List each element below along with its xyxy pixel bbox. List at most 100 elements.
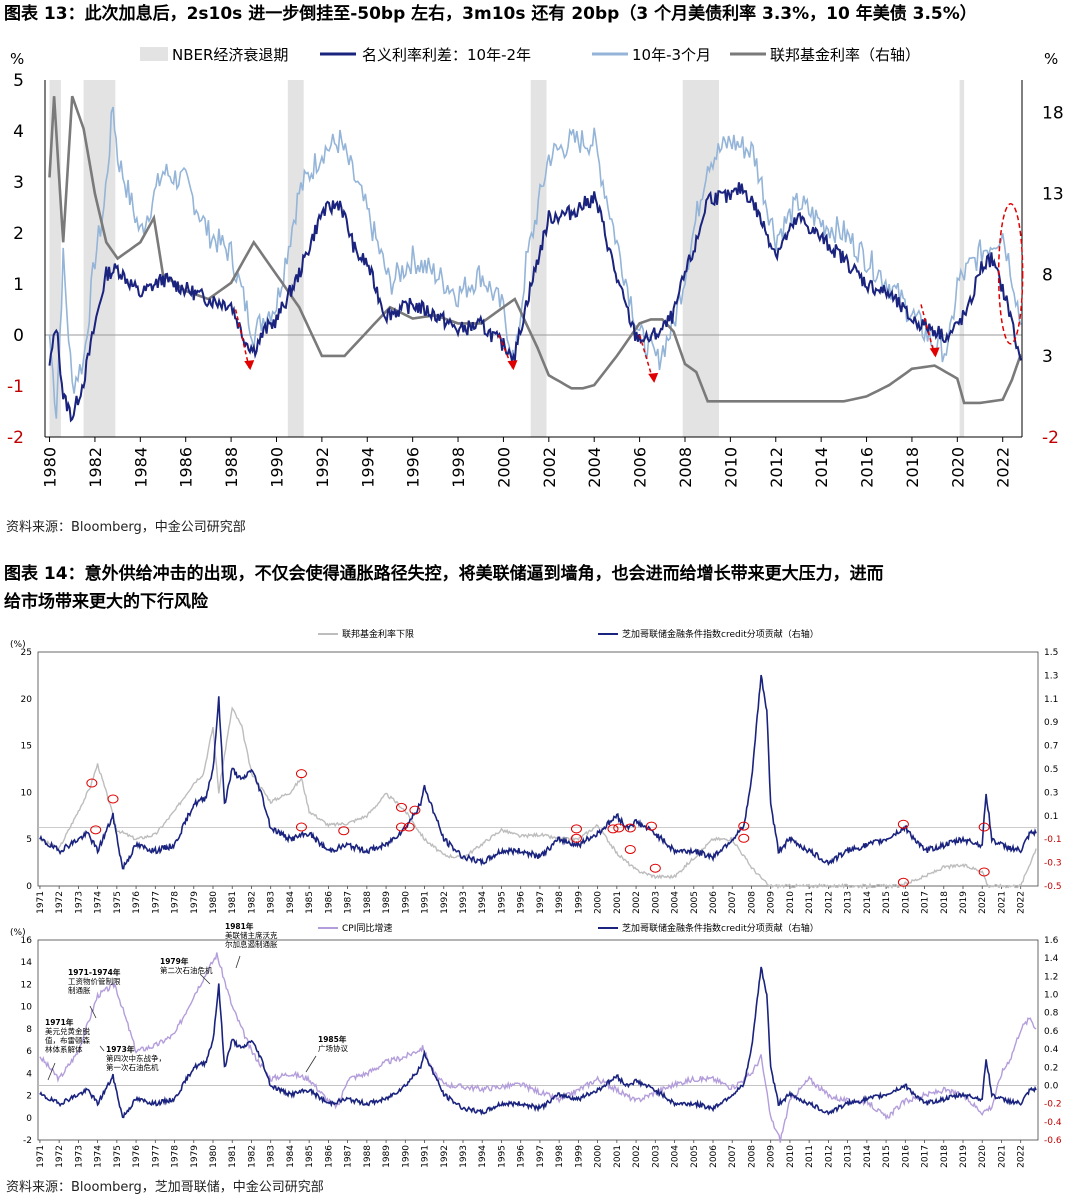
figure13-chart: % % NBER经济衰退期 名义利率利差：10年-2年 10年-3个月 联邦基金利率（右轴…	[7, 46, 1064, 488]
inversion-arrowhead-3	[929, 347, 940, 358]
x-tick-label: 1978	[171, 1145, 181, 1168]
x-tick-label: 1998	[555, 1145, 565, 1168]
highlight-circle-4	[295, 822, 307, 832]
right-tick-label: -2	[1042, 428, 1059, 448]
highlight-circle-22	[978, 867, 990, 877]
x-tick-label: 1980	[209, 1145, 219, 1168]
annotation-year-1: 1971-1974年	[68, 967, 121, 977]
right-tick-label: 1.0	[1044, 991, 1059, 1001]
x-tick-label: 1976	[132, 891, 142, 914]
x-tick-label: 2021	[997, 891, 1007, 914]
annotation-text-4: 美联储主席沃克	[225, 930, 278, 940]
x-tick-label: 1975	[113, 1145, 123, 1168]
x-tick-label: 2022	[1017, 1145, 1027, 1168]
x-tick-label: 2012	[767, 447, 786, 488]
right-tick-label: -0.2	[1044, 1100, 1062, 1110]
x-tick-label: 2013	[844, 1145, 854, 1168]
x-tick-label: 2019	[959, 891, 969, 914]
inversion-arrow-3	[920, 304, 936, 356]
x-tick-label: 1976	[132, 1145, 142, 1168]
series-left-line	[39, 706, 1037, 890]
x-tick-label: 1999	[574, 1145, 584, 1168]
x-tick-label: 1980	[41, 447, 60, 488]
right-tick-label: 13	[1042, 185, 1064, 205]
x-tick-label: 1971	[36, 891, 46, 914]
right-tick-label: 1.4	[1044, 954, 1059, 964]
x-tick-label: 1983	[267, 891, 277, 914]
x-tick-label: 2001	[613, 1145, 623, 1168]
highlight-circle-5	[338, 826, 350, 836]
annotation-leader-5	[305, 1055, 317, 1073]
right-tick-label: 1.1	[1044, 695, 1058, 705]
highlight-circle-19	[738, 833, 750, 843]
x-tick-label: 1990	[401, 1145, 411, 1168]
x-tick-label: 2014	[812, 447, 831, 488]
left-tick-label: 2	[26, 1092, 32, 1102]
x-tick-label: 1972	[55, 891, 65, 914]
series-10y3m-line	[48, 106, 1022, 419]
x-tick-label: 1996	[517, 891, 527, 914]
x-tick-label: 1989	[382, 891, 392, 914]
inversion-arrow-0	[234, 309, 250, 369]
x-tick-label: 2003	[651, 891, 661, 914]
x-tick-label: 2010	[786, 1145, 796, 1168]
x-tick-label: 1994	[478, 891, 488, 914]
series-left-line	[39, 952, 1037, 1143]
highlight-ellipse-2022	[997, 203, 1024, 345]
highlight-circle-16	[645, 821, 657, 831]
figure14-source: 资料来源：Bloomberg，芝加哥联储，中金公司研究部	[6, 1180, 324, 1195]
x-tick-label: 1972	[55, 1145, 65, 1168]
x-tick-label: 2000	[494, 447, 513, 488]
figure14-top-chart: (%) 联邦基金利率下限 芝加哥联储金融条件指数credit分项贡献（右轴） 25 20…	[10, 628, 1062, 914]
annotation-text-0: 值，布雷顿森	[45, 1035, 90, 1045]
x-tick-label: 1982	[86, 447, 105, 488]
x-tick-label: 1997	[536, 1145, 546, 1168]
x-tick-label: 1990	[267, 447, 286, 488]
highlight-circle-1	[90, 825, 102, 835]
x-tick-label: 2012	[824, 891, 834, 914]
left-tick-label: 4	[13, 122, 24, 142]
x-tick-label: 1979	[190, 1145, 200, 1168]
annotation-year-2: 1973年	[106, 1044, 135, 1054]
x-tick-label: 2018	[940, 891, 950, 914]
left-tick-label: -2	[23, 1136, 32, 1146]
highlight-circle-3	[295, 769, 307, 779]
x-tick-label: 2009	[767, 1145, 777, 1168]
x-tick-label: 2020	[948, 447, 967, 488]
x-tick-label: 1982	[247, 891, 257, 914]
annotation-text-2: 第一次石油危机	[106, 1062, 159, 1072]
x-tick-label: 2016	[901, 891, 911, 914]
recession-bar-0	[49, 80, 61, 437]
annotation-leader-4	[235, 955, 241, 969]
x-tick-label: 1981	[228, 1145, 238, 1168]
highlight-circle-12	[607, 824, 619, 834]
x-tick-label: 1993	[459, 1145, 469, 1168]
right-tick-label: 18	[1042, 103, 1064, 123]
right-tick-label: 0.6	[1044, 1027, 1059, 1037]
series-10y2y-line	[48, 182, 1022, 423]
x-tick-label: 2002	[632, 891, 642, 914]
x-tick-label: 1985	[305, 891, 315, 914]
recession-bar-5	[959, 80, 965, 437]
right-tick-label: -0.5	[1044, 882, 1062, 892]
x-tick-label: 2015	[882, 891, 892, 914]
x-tick-label: 2002	[632, 1145, 642, 1168]
right-tick-label: 0.3	[1044, 788, 1058, 798]
highlight-circle-14	[624, 844, 636, 854]
right-tick-label: 3	[1042, 347, 1053, 367]
x-tick-label: 2007	[728, 1145, 738, 1168]
annotation-leader-3	[199, 973, 211, 985]
annotation-year-3: 1979年	[160, 956, 189, 966]
right-tick-label: -0.4	[1044, 1118, 1062, 1128]
right-tick-label: 1.6	[1044, 936, 1059, 946]
annotation-year-5: 1985年	[318, 1034, 347, 1044]
highlight-circle-6	[395, 802, 407, 812]
figure14-bottom-chart: (%) CPI同比增速 芝加哥联储金融条件指数credit分项贡献（右轴） 16 14 1…	[10, 921, 1062, 1168]
figure13-source: 资料来源：Bloomberg，中金公司研究部	[6, 520, 246, 535]
right-tick-label: 0.5	[1044, 765, 1058, 775]
legend-label-10y2y: 名义利率利差：10年-2年	[362, 46, 531, 64]
left-tick-label: 4	[26, 1069, 32, 1079]
highlight-circle-15	[624, 823, 636, 833]
left-tick-label: 14	[21, 958, 33, 968]
figure13-title: 图表 13：此次加息后，2s10s 进一步倒挂至-50bp 左右，3m10s 还…	[4, 4, 977, 24]
